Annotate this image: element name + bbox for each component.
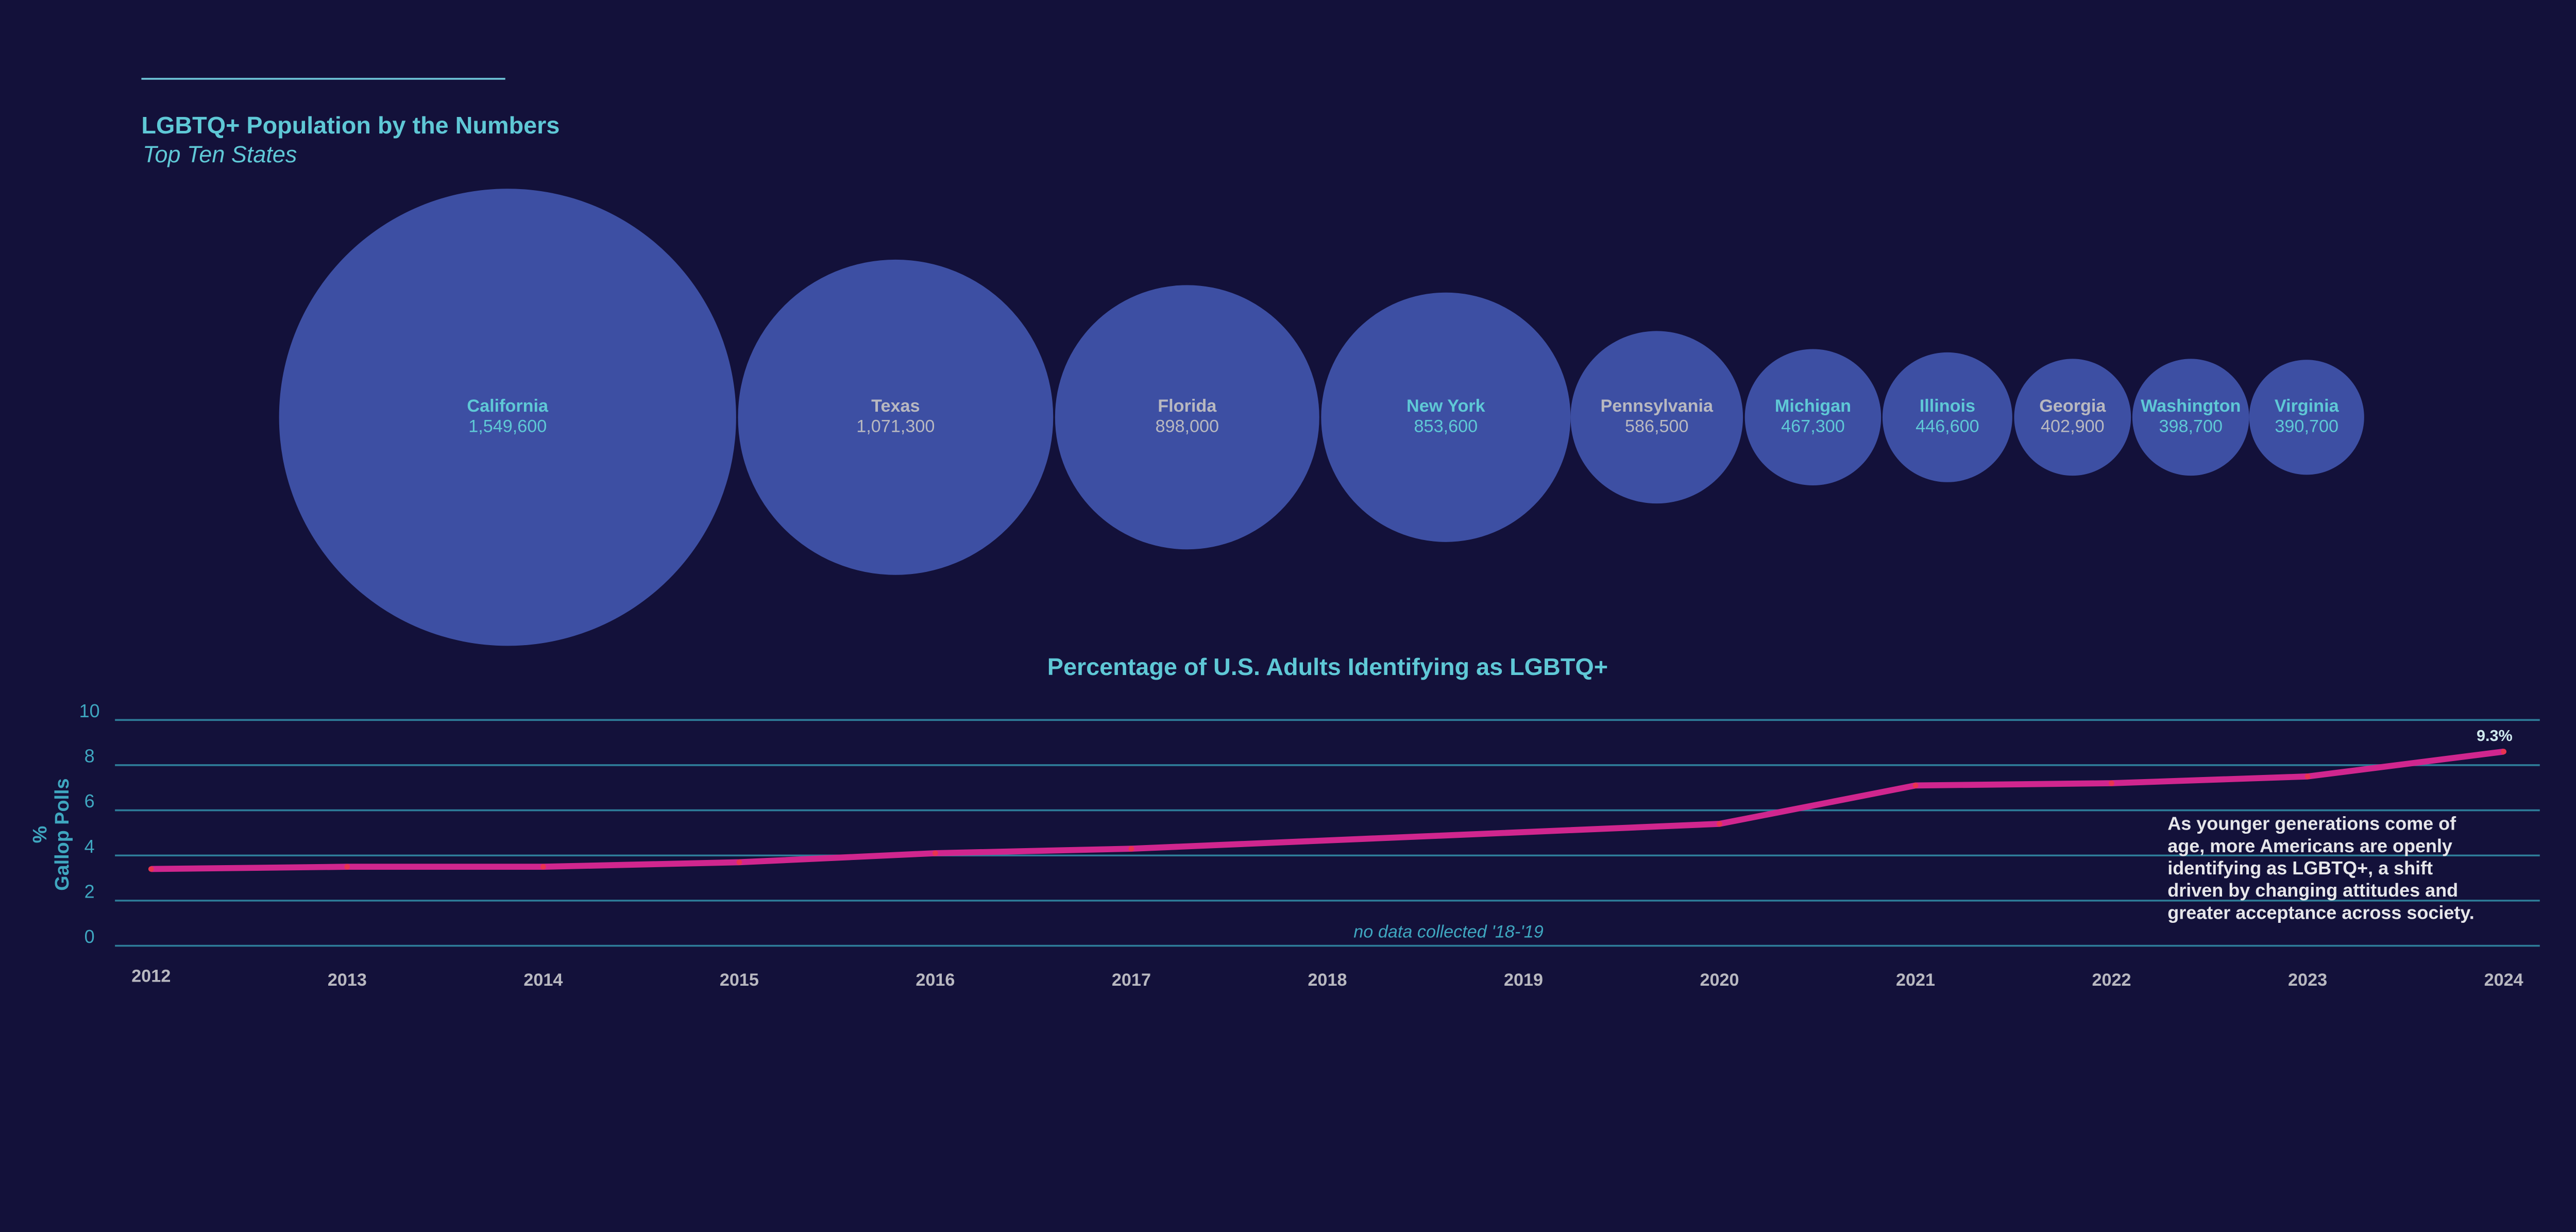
y-tick-label: 0	[84, 926, 95, 947]
infographic: LGBTQ+ Population by the Numbers Top Ten…	[29, 78, 2540, 990]
data-point-2014	[540, 864, 546, 870]
annotation-line: greater acceptance across society.	[2167, 902, 2474, 923]
state-name: Illinois	[1920, 396, 1975, 416]
state-name: Virginia	[2275, 396, 2340, 416]
x-tick-label: 2014	[523, 970, 563, 990]
y-axis-label: % Gallop Polls	[29, 778, 73, 890]
data-point-2024	[2501, 749, 2507, 755]
state-name: Georgia	[2039, 396, 2106, 416]
state-value: 586,500	[1625, 417, 1689, 436]
data-point-2022	[2109, 780, 2114, 786]
state-name: Pennsylvania	[1600, 396, 1714, 416]
data-point-2021	[1912, 783, 1919, 788]
bubble-circle	[1744, 349, 1882, 486]
y-axis-label-unit: %	[29, 826, 51, 843]
x-tick-label: 2021	[1896, 970, 1935, 990]
end-value-label: 9.3%	[2477, 727, 2513, 745]
y-tick-label: 8	[84, 746, 95, 767]
y-tick-label: 6	[84, 790, 95, 812]
x-tick-label: 2017	[1112, 970, 1151, 990]
state-value: 1,549,600	[468, 417, 547, 436]
x-tick-label: 2020	[1700, 970, 1739, 990]
x-tick-label: 2012	[131, 967, 171, 986]
annotation-line: age, more Americans are openly	[2167, 835, 2452, 856]
state-name: New York	[1406, 396, 1486, 416]
state-value: 402,900	[2041, 417, 2105, 436]
state-value: 1,071,300	[856, 417, 935, 436]
state-name: Florida	[1158, 396, 1217, 416]
series-points	[148, 749, 2507, 872]
y-tick-label: 2	[84, 881, 95, 902]
data-point-2013	[344, 864, 350, 870]
annotation-line: identifying as LGBTQ+, a shift	[2167, 857, 2433, 879]
line-chart-title: Percentage of U.S. Adults Identifying as…	[1047, 653, 1608, 680]
x-tick-label: 2015	[720, 970, 759, 990]
state-value: 467,300	[1781, 417, 1845, 436]
y-axis-label-source: Gallop Polls	[52, 778, 73, 890]
bubble-circle	[1882, 352, 2012, 482]
state-name: Michigan	[1775, 396, 1851, 416]
state-name: California	[467, 396, 549, 416]
bubble-circle	[2014, 359, 2131, 476]
bubble-circle	[738, 259, 1054, 575]
data-point-2016	[933, 850, 938, 856]
bubble-circle	[2249, 360, 2364, 475]
bubble-group: California1,549,600Texas1,071,300Florida…	[279, 189, 2364, 646]
y-tick-label: 4	[84, 836, 95, 857]
x-tick-label: 2023	[2288, 970, 2327, 990]
data-point-2012	[148, 866, 154, 872]
bubble-circle	[1321, 292, 1571, 542]
x-tick-label: 2022	[2092, 970, 2131, 990]
bubble-circle	[2132, 359, 2249, 476]
state-name: Texas	[871, 396, 920, 416]
state-value: 390,700	[2275, 417, 2338, 436]
state-value: 398,700	[2159, 417, 2223, 436]
x-tick-label: 2013	[328, 970, 367, 990]
data-point-2020	[1717, 821, 1722, 827]
gap-note: no data collected '18-'19	[1353, 922, 1543, 941]
state-name: Washington	[2141, 396, 2241, 416]
annotation-line: driven by changing attitudes and	[2167, 880, 2458, 901]
bubble-circle	[1055, 285, 1319, 550]
x-tick-label: 2018	[1308, 970, 1347, 990]
grid: 0 2 4 6 8 10	[79, 700, 2540, 947]
y-tick-label: 10	[79, 700, 100, 721]
state-value: 446,600	[1916, 417, 1979, 436]
x-axis-ticks: 2012 2013 2014 2015 2016 2017 2018 2019 2020 2021…	[131, 967, 2523, 990]
data-point-2017	[1128, 846, 1134, 852]
bubble-circle	[279, 189, 736, 646]
data-point-2015	[736, 859, 742, 865]
x-tick-label: 2019	[1504, 970, 1543, 990]
bubble-subtitle: Top Ten States	[143, 141, 297, 167]
annotation-line: As younger generations come of	[2167, 813, 2456, 834]
bubble-circle	[1570, 331, 1743, 504]
x-tick-label: 2016	[916, 970, 955, 990]
state-value: 898,000	[1155, 417, 1219, 436]
x-tick-label: 2024	[2484, 970, 2523, 990]
state-value: 853,600	[1414, 417, 1478, 436]
bubble-title: LGBTQ+ Population by the Numbers	[141, 112, 560, 139]
data-point-2023	[2304, 773, 2311, 780]
